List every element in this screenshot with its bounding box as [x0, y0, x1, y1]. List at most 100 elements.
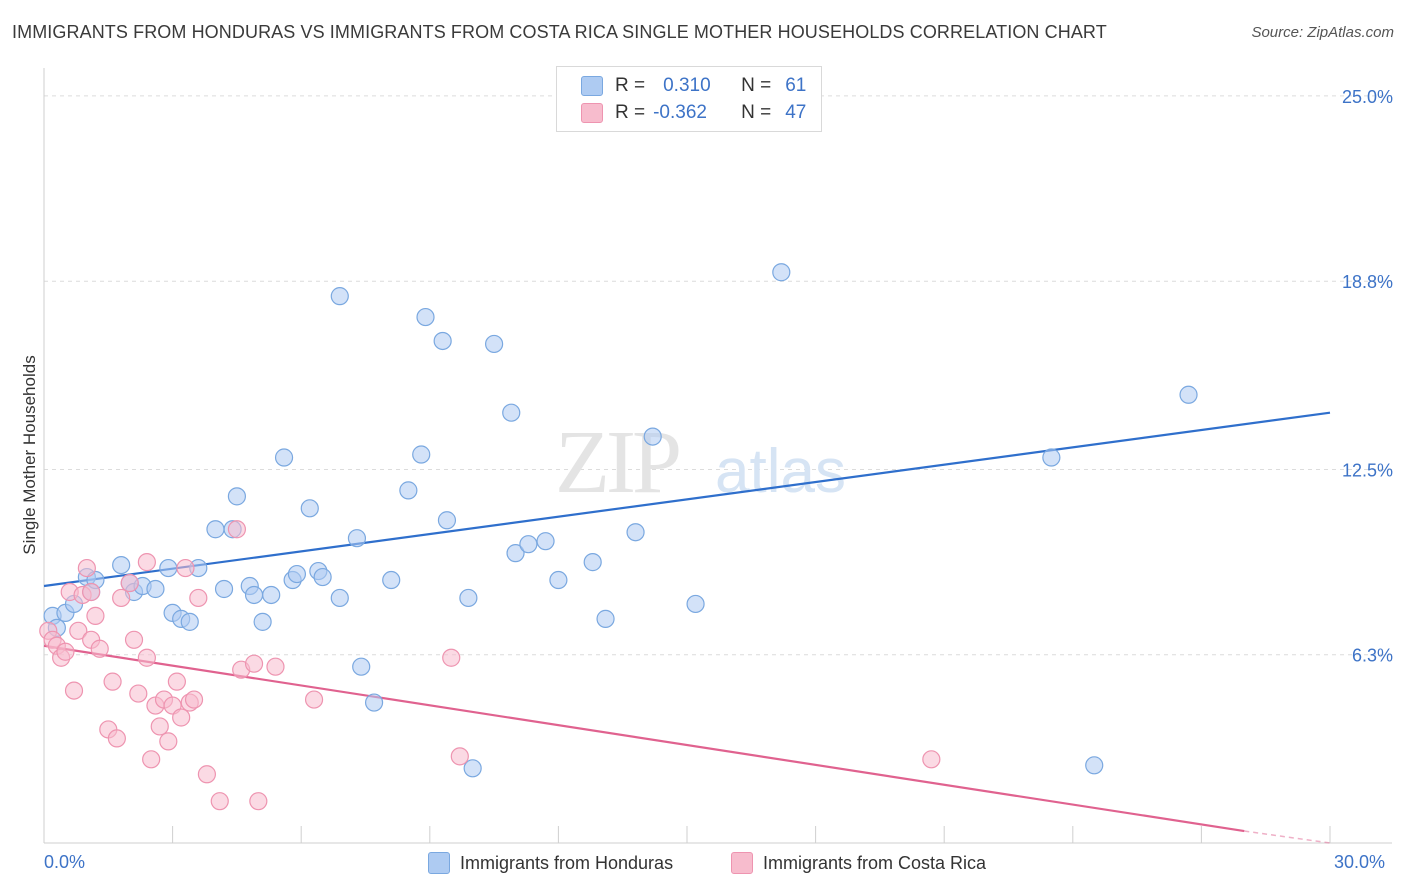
- costarica-point: [266, 657, 285, 676]
- r-label: R =: [615, 102, 646, 123]
- honduras-legend-swatch: [428, 852, 450, 874]
- costarica-point: [90, 639, 109, 658]
- watermark-atlas: atlas: [715, 437, 846, 506]
- honduras-point: [519, 535, 538, 554]
- honduras-point: [262, 585, 281, 605]
- costarica-point: [120, 573, 139, 593]
- honduras-point: [313, 567, 332, 587]
- y-tick-label: 12.5%: [1342, 460, 1393, 480]
- n-label: N =: [741, 102, 772, 123]
- costarica-point: [82, 582, 101, 602]
- honduras-point: [502, 403, 521, 422]
- honduras-point: [244, 585, 264, 605]
- chart-title: IMMIGRANTS FROM HONDURAS VS IMMIGRANTS F…: [12, 22, 1107, 42]
- costarica-point: [176, 558, 195, 578]
- honduras-point: [399, 481, 418, 500]
- honduras-point: [287, 564, 307, 584]
- honduras-point: [364, 693, 384, 712]
- honduras-point: [146, 579, 165, 599]
- honduras-point: [412, 445, 431, 464]
- costarica-point: [150, 717, 169, 736]
- honduras-point: [459, 588, 478, 608]
- honduras-point: [463, 759, 482, 778]
- costarica-point: [450, 747, 469, 766]
- costarica-point: [137, 553, 156, 572]
- honduras-point: [1179, 385, 1198, 404]
- legend-row-honduras: R = 0.310 N = 61: [581, 73, 806, 99]
- legend-row-costarica: R = -0.362 N = 47: [581, 100, 806, 126]
- correlation-legend: R = 0.310 N = 61 R = -0.362 N = 47: [556, 66, 822, 132]
- costarica-point: [159, 732, 178, 751]
- costarica-point: [107, 729, 126, 748]
- honduras-point: [549, 570, 568, 590]
- legend-item-honduras: Immigrants from Honduras: [428, 852, 673, 874]
- costarica-point: [442, 648, 461, 667]
- source-label: Source: ZipAtlas.com: [1251, 24, 1394, 41]
- honduras-point: [583, 553, 602, 572]
- honduras-point: [214, 579, 234, 599]
- honduras-point: [330, 287, 349, 306]
- costarica-point: [922, 750, 941, 769]
- x-tick-min: 0.0%: [44, 852, 86, 872]
- costarica-point: [142, 750, 161, 769]
- honduras-point: [506, 544, 525, 563]
- axes: [43, 68, 1392, 844]
- costarica-point: [227, 520, 246, 539]
- honduras-point: [227, 487, 246, 506]
- costarica-point: [129, 684, 148, 703]
- honduras-point: [159, 558, 178, 578]
- honduras-point: [643, 427, 662, 446]
- costarica-point: [184, 690, 204, 709]
- watermark: ZIP atlas: [555, 413, 846, 512]
- honduras-point: [300, 499, 319, 518]
- costarica-trend-extension: [1244, 830, 1331, 844]
- honduras-point: [180, 612, 199, 631]
- costarica-point: [172, 708, 191, 727]
- y-tick-labels: 6.3% 12.5% 18.8% 25.0%: [1342, 87, 1393, 666]
- honduras-point: [437, 511, 457, 530]
- series-legend: Immigrants from Honduras Immigrants from…: [0, 850, 1406, 878]
- legend-label: Immigrants from Honduras: [460, 852, 674, 873]
- costarica-point: [77, 558, 96, 578]
- costarica-point: [304, 690, 324, 709]
- honduras-point: [626, 523, 645, 542]
- honduras-point: [253, 612, 272, 631]
- honduras-point: [536, 532, 555, 551]
- y-tick-label: 25.0%: [1342, 87, 1393, 107]
- n-value: 61: [785, 75, 807, 96]
- x-tick-max: 30.0%: [1334, 852, 1386, 872]
- watermark-zip: ZIP: [555, 413, 679, 512]
- honduras-point: [772, 263, 791, 282]
- honduras-point: [485, 334, 504, 354]
- honduras-point: [382, 570, 401, 590]
- honduras-point: [352, 657, 371, 676]
- costarica-point: [210, 792, 229, 811]
- honduras-point: [274, 448, 294, 467]
- costarica-point: [103, 672, 122, 691]
- costarica-point: [197, 765, 216, 784]
- r-value: 0.310: [663, 75, 711, 96]
- costarica-point: [249, 792, 268, 811]
- costarica-point: [86, 606, 105, 625]
- honduras-point: [112, 555, 131, 575]
- y-tick-label: 18.8%: [1342, 272, 1393, 292]
- honduras-point: [330, 588, 349, 608]
- y-axis-label: Single Mother Households: [20, 355, 39, 555]
- legend-item-costarica: Immigrants from Costa Rica: [731, 852, 986, 874]
- costarica-point: [64, 681, 84, 700]
- honduras-point: [433, 331, 452, 351]
- honduras-swatch: [581, 76, 603, 96]
- costarica-point: [124, 630, 144, 649]
- costarica-point: [112, 588, 131, 608]
- honduras-point: [1085, 756, 1104, 775]
- trend-lines: [43, 411, 1331, 844]
- honduras-point: [206, 520, 225, 539]
- legend-label: Immigrants from Costa Rica: [763, 852, 987, 873]
- honduras-point: [1042, 448, 1061, 467]
- costarica-point: [189, 588, 208, 608]
- costarica-point: [56, 642, 75, 661]
- honduras-point: [686, 594, 705, 614]
- data-points: [39, 263, 1198, 811]
- r-label: R =: [615, 75, 646, 96]
